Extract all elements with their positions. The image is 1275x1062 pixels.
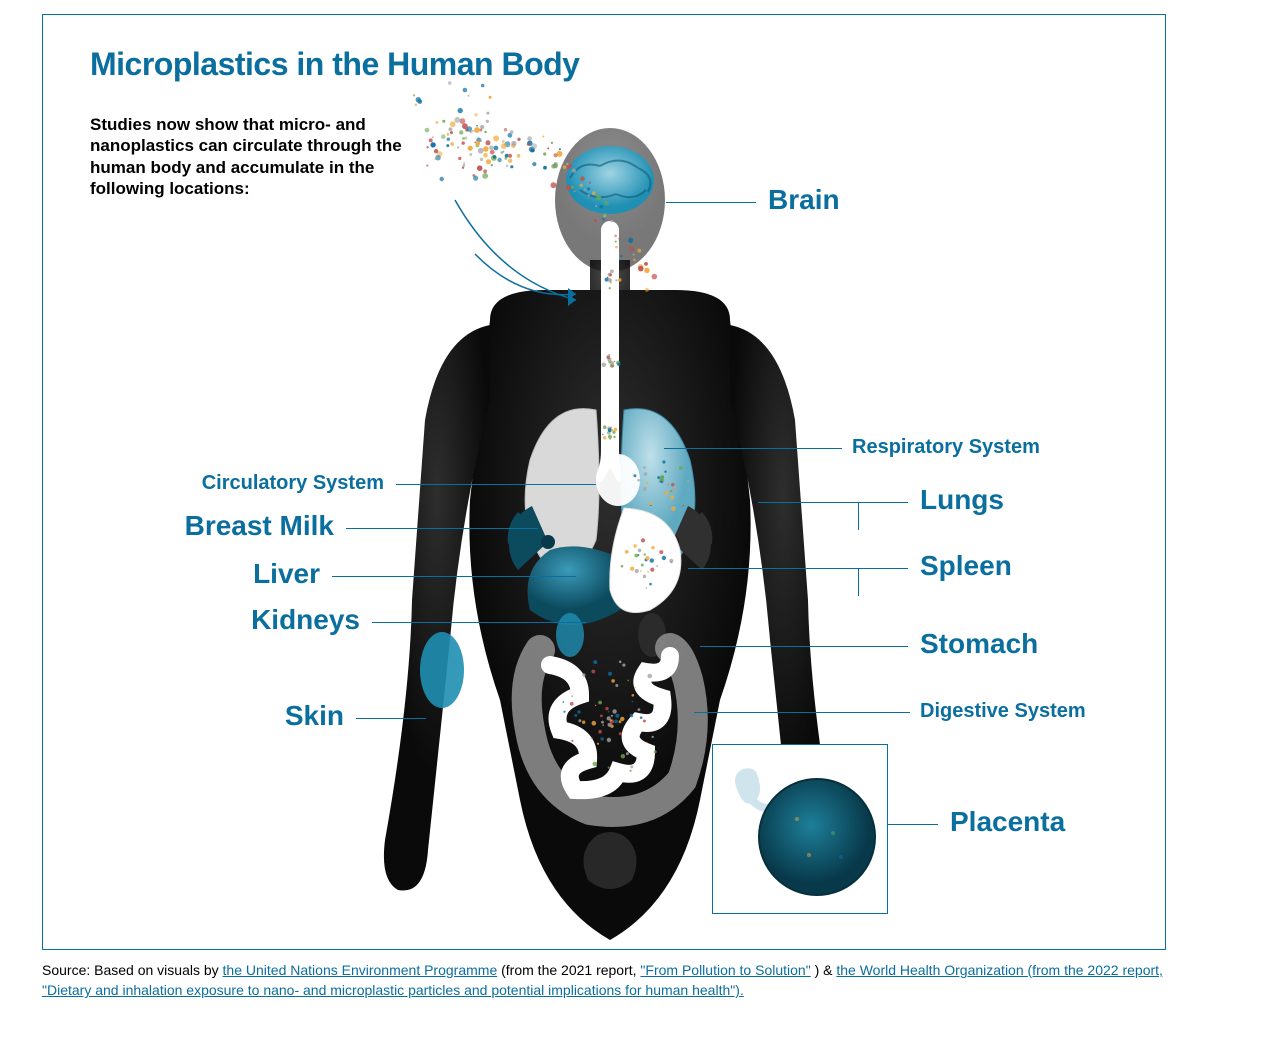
label-liver: Liver — [253, 558, 320, 590]
leader-skin — [356, 718, 426, 719]
leader-placenta — [888, 824, 938, 825]
label-circulatory: Circulatory System — [202, 472, 384, 495]
heart-area — [596, 454, 640, 506]
source-link-unep[interactable]: the United Nations Environment Programme — [223, 962, 498, 978]
leader-stomach — [700, 646, 908, 647]
page-title: Microplastics in the Human Body — [90, 46, 579, 83]
leader-digestive — [694, 712, 910, 713]
label-lungs: Lungs — [920, 484, 1004, 516]
brain-organ — [566, 146, 654, 214]
label-stomach: Stomach — [920, 628, 1038, 660]
source-prefix: Source: Based on visuals by — [42, 962, 223, 978]
leader-liver — [332, 576, 576, 577]
skin-patch — [420, 632, 464, 708]
placenta-icon — [713, 745, 889, 915]
source-mid1: (from the 2021 report, — [501, 962, 640, 978]
leader-circulatory — [396, 484, 596, 485]
source-link-report1[interactable]: "From Pollution to Solution" — [640, 962, 810, 978]
leader-respiratory — [664, 448, 842, 449]
label-spleen: Spleen — [920, 550, 1012, 582]
source-citation: Source: Based on visuals by the United N… — [42, 960, 1192, 1001]
leader-brain — [666, 202, 756, 203]
leader-elbow-lungs — [858, 502, 859, 530]
label-respiratory: Respiratory System — [852, 436, 1040, 459]
leader-lungs — [758, 502, 908, 503]
leader-spleen — [688, 568, 908, 569]
label-placenta: Placenta — [950, 806, 1065, 838]
leader-elbow-spleen — [858, 568, 859, 596]
label-digestive: Digestive System — [920, 700, 1086, 723]
label-brain: Brain — [768, 184, 840, 216]
label-breastmilk: Breast Milk — [185, 510, 334, 542]
label-kidneys: Kidneys — [251, 604, 360, 636]
uterus-area — [584, 832, 637, 889]
placenta-inset — [712, 744, 888, 914]
label-skin: Skin — [285, 700, 344, 732]
leader-breastmilk — [346, 528, 538, 529]
kidney-left — [556, 613, 584, 657]
source-mid2: ) & — [815, 962, 837, 978]
leader-kidneys — [372, 622, 586, 623]
